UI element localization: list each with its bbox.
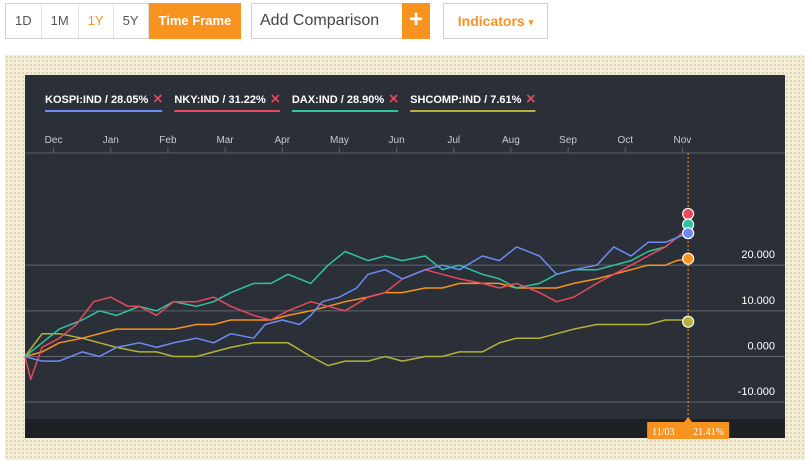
- add-comparison-input[interactable]: [251, 3, 403, 39]
- tooltip-value: 21.41%: [693, 427, 724, 438]
- x-tick-label: Feb: [159, 135, 177, 146]
- tooltip-pointer: [684, 417, 693, 422]
- line-chart[interactable]: KOSPI:IND / 28.05% NKY:IND / 31.22% DAX:IN…: [5, 55, 805, 460]
- tooltip-date: 11/03: [652, 427, 674, 438]
- x-tick-label: Apr: [274, 135, 290, 146]
- x-tick-label: Jul: [447, 135, 460, 146]
- crosshair-tooltip: 11/03 21.41%: [647, 417, 730, 439]
- x-tick-label: Aug: [502, 135, 520, 146]
- legend-label: DAX:IND / 28.90%: [292, 94, 385, 106]
- series-line-shcompind: [24, 319, 689, 367]
- y-tick-label: 10.000: [741, 295, 775, 307]
- legend-item-nkyind[interactable]: NKY:IND / 31.22%: [174, 94, 266, 106]
- legend-label: KOSPI:IND / 28.05%: [45, 94, 149, 106]
- x-tick-label: May: [330, 135, 349, 146]
- x-tick-label: Oct: [617, 135, 633, 146]
- tooltip-box: [647, 422, 730, 439]
- period-5y-button[interactable]: 5Y: [114, 4, 149, 38]
- end-marker-shcompind: [682, 315, 695, 328]
- series-line-kospiind: [24, 232, 689, 362]
- x-tick-label: Dec: [45, 135, 63, 146]
- x-tick-label: Jun: [389, 135, 405, 146]
- close-icon[interactable]: [271, 94, 280, 103]
- chevron-down-icon: ▾: [528, 17, 534, 27]
- end-marker-nkyind: [682, 207, 695, 221]
- legend-item-kospiind[interactable]: KOSPI:IND / 28.05%: [45, 94, 149, 106]
- x-tick-label: Jan: [103, 135, 119, 146]
- close-icon[interactable]: [526, 94, 535, 103]
- legend-label: SHCOMP:IND / 7.61%: [410, 94, 521, 106]
- period-1d-button[interactable]: 1D: [6, 4, 42, 38]
- add-comparison-button[interactable]: +: [402, 3, 430, 39]
- end-marker-kospiind: [682, 227, 695, 240]
- close-icon[interactable]: [153, 94, 162, 103]
- chart-toolbar: 1D 1M 1Y 5Y Time Frame + Indicators▾: [0, 0, 810, 48]
- legend-item-daxind[interactable]: DAX:IND / 28.90%: [292, 94, 385, 106]
- x-tick-label: Sep: [559, 135, 577, 146]
- legend-item-shcompind[interactable]: SHCOMP:IND / 7.61%: [410, 94, 521, 106]
- time-frame-button[interactable]: Time Frame: [148, 3, 242, 39]
- x-tick-label: Nov: [674, 135, 692, 146]
- chart-container: KOSPI:IND / 28.05% NKY:IND / 31.22% DAX:IN…: [5, 55, 805, 460]
- end-marker-unnamed: [682, 252, 695, 265]
- y-tick-label: -10.000: [738, 386, 775, 398]
- chart-panel: [25, 75, 785, 438]
- period-1m-button[interactable]: 1M: [42, 4, 79, 38]
- y-tick-label: 20.000: [741, 249, 775, 261]
- close-icon[interactable]: [389, 94, 398, 103]
- chart-footer-bar: [25, 419, 785, 438]
- indicators-label: Indicators: [457, 13, 525, 29]
- period-selector: 1D 1M 1Y 5Y Time Frame: [5, 3, 242, 39]
- series-line-nkyind: [24, 228, 689, 381]
- x-tick-label: Mar: [216, 135, 234, 146]
- y-tick-label: 0.000: [747, 341, 775, 353]
- indicators-dropdown[interactable]: Indicators ▾: [443, 3, 548, 39]
- period-1y-button[interactable]: 1Y: [79, 4, 114, 38]
- legend-label: NKY:IND / 31.22%: [174, 94, 266, 106]
